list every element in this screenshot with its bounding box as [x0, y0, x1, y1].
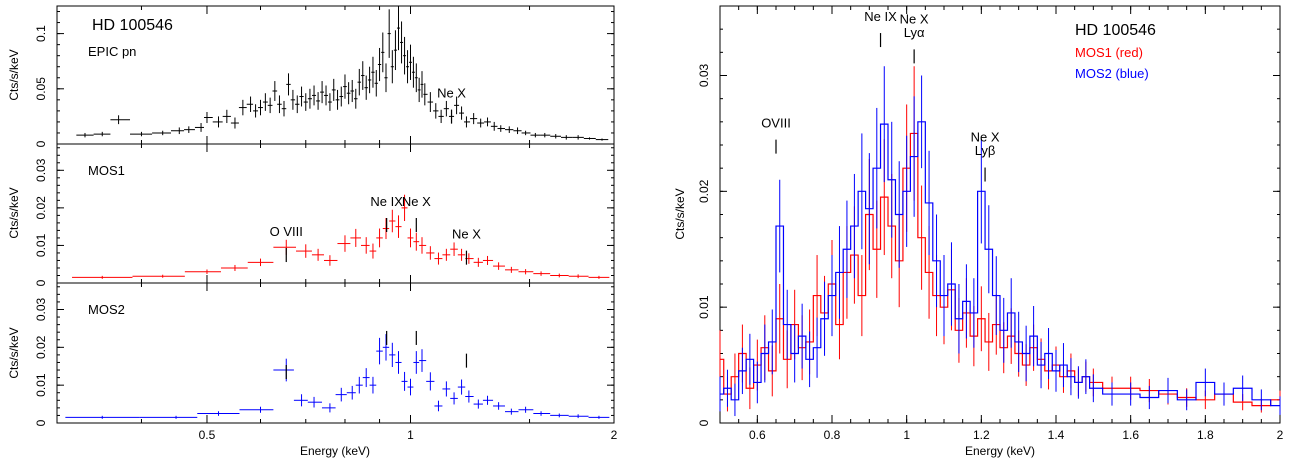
- x-tick-label: 1.6: [1122, 428, 1139, 442]
- x-tick-label: 1: [407, 428, 414, 442]
- y-tick-label: 0.02: [697, 179, 711, 203]
- line-annotation: Ne X: [452, 227, 481, 242]
- x-tick-label: 1.2: [973, 428, 990, 442]
- line-annotation: Ne IX: [370, 194, 403, 209]
- epic-pn-y-axis-label: Cts/s/keV: [7, 49, 21, 100]
- line-annotation: OVIII: [761, 116, 791, 131]
- y-tick-label: 0.02: [34, 196, 48, 220]
- legend-mos2: MOS2 (blue): [1075, 66, 1149, 81]
- line-annotation: Ne X: [900, 11, 929, 26]
- y-tick-label: 0: [34, 419, 48, 426]
- line-annotation: Lyβ: [975, 143, 996, 158]
- y-tick-label: 0.01: [34, 233, 48, 257]
- epic-pn-label: EPIC pn: [88, 44, 136, 59]
- y-tick-label: 0: [34, 279, 48, 286]
- mos2-plot-frame: [56, 282, 615, 424]
- y-tick-label: 0.03: [34, 297, 48, 321]
- x-tick-label: 1.4: [1048, 428, 1065, 442]
- x-tick-label: 1: [903, 428, 910, 442]
- y-tick-label: 0.01: [697, 295, 711, 319]
- y-tick-label: 0.1: [34, 25, 48, 42]
- right-x-axis-label: Energy (keV): [965, 444, 1035, 458]
- y-tick-label: 0: [697, 419, 711, 426]
- line-annotation: Lyα: [904, 25, 925, 40]
- y-tick-label: 0.03: [34, 158, 48, 182]
- left-x-axis-label: Energy (keV): [300, 444, 370, 458]
- x-tick-label: 0.8: [824, 428, 841, 442]
- mos2-panel: MOS2 Cts/s/keV Energy (keV) 0 0.01 0.02 0.0…: [7, 282, 618, 458]
- line-annotation: Ne X: [402, 194, 431, 209]
- x-tick-label: 0.6: [749, 428, 766, 442]
- epic-pn-panel: HD 100546 EPIC pn Cts/s/keV 0 0.05 0.1 Ne X: [7, 5, 615, 147]
- line-annotation: Ne X: [971, 130, 1000, 145]
- mos2-label: MOS2: [88, 302, 125, 317]
- y-tick-label: 0.03: [697, 63, 711, 87]
- line-annotation: O VIII: [270, 224, 303, 239]
- y-tick-label: 0.05: [34, 77, 48, 101]
- x-tick-label: 2: [1277, 428, 1284, 442]
- x-tick-label: 0.5: [199, 428, 216, 442]
- mos1-label: MOS1: [88, 163, 125, 178]
- epic-pn-title: HD 100546: [92, 17, 173, 34]
- line-annotation: Ne IX: [864, 9, 897, 24]
- y-tick-label: 0.01: [34, 373, 48, 397]
- line-annotation: Ne X: [437, 86, 466, 101]
- y-tick-label: 0: [34, 140, 48, 147]
- mos2-y-axis-label: Cts/s/keV: [7, 327, 21, 378]
- mos2-blue--step-line: [720, 121, 1280, 407]
- right-spectrum-panel: HD 100546 MOS1 (red) MOS2 (blue) Cts/s/k…: [673, 5, 1284, 458]
- x-tick-label: 1.8: [1197, 428, 1214, 442]
- mos1-y-axis-label: Cts/s/keV: [7, 187, 21, 238]
- right-y-axis-label: Cts/s/keV: [673, 188, 687, 239]
- y-tick-label: 0.02: [34, 335, 48, 359]
- legend-mos1: MOS1 (red): [1075, 45, 1143, 60]
- right-title: HD 100546: [1075, 22, 1156, 39]
- x-tick-label: 2: [611, 428, 618, 442]
